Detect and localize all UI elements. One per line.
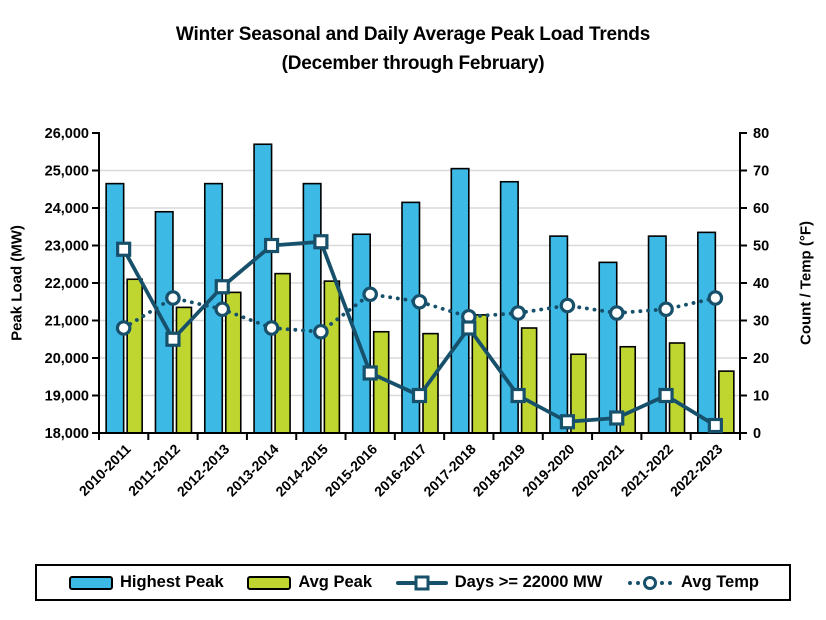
left-tick-labels: 18,000 19,000 20,000 21,000 22,000 23,000 24,0… — [45, 126, 89, 442]
avg-temp-series — [115, 286, 724, 340]
x-axis-label: 2016-2017 — [371, 441, 430, 500]
highest-peak-bar — [302, 182, 322, 434]
legend-item-avg-temp: Avg Temp — [626, 573, 759, 592]
avg-peak-bar — [274, 272, 291, 434]
legend: Highest Peak Avg Peak Days >= 22000 MW A… — [35, 564, 791, 601]
legend-label-avg-peak: Avg Peak — [298, 573, 372, 591]
days-marker — [214, 279, 230, 295]
highest-peak-bar — [697, 231, 717, 434]
legend-item-days-line: Days >= 22000 MW — [395, 573, 603, 592]
avg-temp-marker — [214, 301, 231, 318]
legend-item-highest-peak: Highest Peak — [69, 573, 224, 592]
legend-item-avg-peak: Avg Peak — [247, 573, 372, 592]
days-marker — [116, 241, 132, 257]
days-line-marker-icon — [395, 574, 448, 591]
legend-label-days: Days >= 22000 MW — [454, 573, 603, 591]
right-tick-label: 0 — [753, 426, 761, 442]
days-marker — [313, 234, 329, 250]
days-marker — [411, 387, 428, 404]
avg-temp-marker — [115, 320, 132, 336]
x-axis-label: 2020-2021 — [568, 441, 627, 500]
chart-title: Winter Seasonal and Daily Average Peak L… — [0, 20, 826, 78]
days-marker — [461, 320, 477, 336]
x-axis-label: 2018-2019 — [470, 441, 529, 500]
avg-temp-marker — [165, 290, 181, 306]
right-tick-labels: 0 10 20 30 40 50 60 70 80 — [753, 126, 769, 442]
days-marker — [707, 417, 723, 434]
highest-peak-swatch-icon — [69, 575, 113, 590]
right-tick-label: 20 — [753, 351, 769, 367]
chart-title-line2: (December through February) — [281, 53, 545, 74]
x-axis-label: 2014-2015 — [272, 441, 331, 500]
right-tick-label: 70 — [753, 164, 769, 180]
avg-temp-marker — [608, 305, 625, 321]
avg-temp-marker — [510, 305, 526, 321]
right-tick-label: 60 — [753, 201, 769, 217]
x-axis-label: 2019-2020 — [519, 441, 578, 500]
chart-title-line1: Winter Seasonal and Daily Average Peak L… — [175, 24, 651, 45]
left-tick-label: 26,000 — [45, 126, 89, 142]
avg-peak-bar — [126, 278, 143, 434]
left-tick-label: 23,000 — [45, 239, 89, 255]
avg-temp-marker — [559, 297, 576, 314]
highest-peak-bar — [450, 167, 470, 434]
legend-label-highest-peak: Highest Peak — [120, 573, 224, 591]
right-tick-label: 80 — [753, 126, 769, 142]
highest-peak-bar — [598, 261, 618, 434]
avg-temp-marker — [362, 286, 378, 303]
legend-label-avg-temp: Avg Temp — [681, 573, 759, 591]
x-axis-label: 2017-2018 — [420, 441, 479, 500]
highest-peak-bar — [105, 182, 125, 434]
days-marker — [658, 387, 674, 404]
left-tick-label: 20,000 — [45, 351, 89, 367]
x-axis-label: 2010-2011 — [76, 441, 134, 499]
right-tick-label: 10 — [753, 389, 769, 405]
days-marker — [362, 365, 378, 381]
x-axis-label: 2015-2016 — [322, 441, 381, 500]
days-marker — [263, 237, 280, 254]
avg-temp-marker — [707, 290, 724, 306]
highest-peak-bar — [253, 143, 273, 434]
avg-peak-bar — [520, 327, 538, 434]
avg-temp-marker — [313, 323, 329, 340]
left-tick-label: 25,000 — [45, 164, 89, 180]
days-marker — [559, 414, 576, 430]
x-tick-labels: 2010-20112011-20122012-20132013-20142014… — [76, 441, 726, 500]
highest-peak-bar — [549, 235, 569, 434]
left-tick-label: 24,000 — [45, 201, 89, 217]
x-axis-label: 2021-2022 — [618, 441, 677, 500]
left-tick-label: 18,000 — [45, 426, 89, 442]
right-tick-label: 40 — [753, 276, 769, 292]
x-axis-label: 2013-2014 — [223, 441, 282, 500]
days-marker — [510, 387, 526, 404]
right-tick-label: 30 — [753, 314, 769, 330]
x-axis-label: 2012-2013 — [174, 441, 233, 500]
right-tick-label: 50 — [753, 239, 769, 255]
avg-temp-marker — [411, 293, 428, 310]
left-tick-label: 19,000 — [45, 389, 89, 405]
avg-temp-marker — [263, 320, 280, 336]
avg-temp-dotted-marker-icon — [626, 574, 674, 591]
avg-temp-marker — [658, 301, 674, 318]
left-tick-label: 22,000 — [45, 276, 89, 292]
days-marker — [609, 410, 625, 426]
avg-peak-swatch-icon — [247, 575, 292, 590]
days-line-series — [116, 234, 723, 434]
axes — [92, 132, 747, 440]
avg-peak-bar — [323, 280, 341, 434]
days-marker — [165, 331, 181, 347]
x-axis-label: 2022-2023 — [667, 441, 726, 500]
avg-peak-bars — [126, 272, 735, 434]
left-tick-label: 21,000 — [45, 314, 89, 330]
